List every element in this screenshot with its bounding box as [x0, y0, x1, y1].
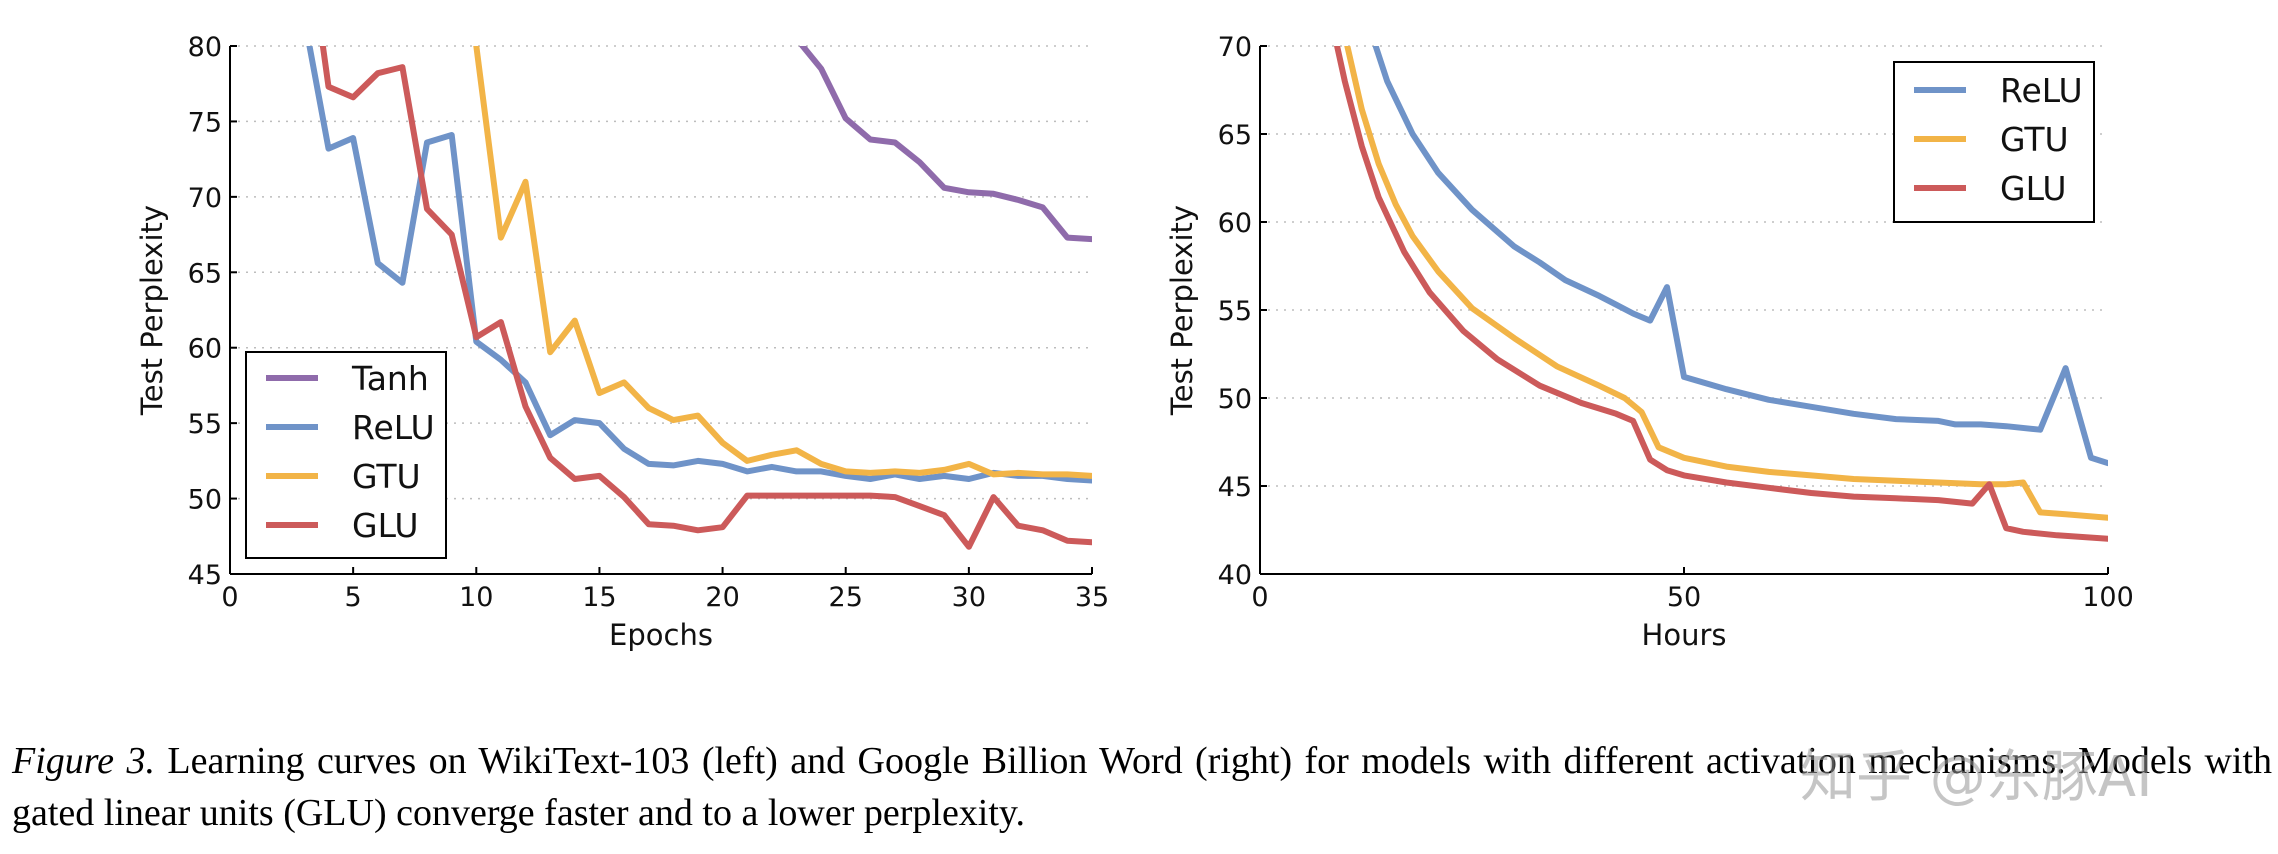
legend-label-gtu: GTU [352, 457, 421, 496]
y-tick-label: 75 [188, 107, 222, 138]
y-tick-label: 60 [1218, 208, 1252, 239]
y-tick-label: 45 [1218, 472, 1252, 503]
y-tick-label: 55 [188, 409, 222, 440]
x-tick-label: 35 [1075, 582, 1109, 613]
x-axis-label: Hours [1642, 618, 1727, 652]
legend: Tanh ReLU GTU GLU [245, 351, 447, 559]
series-line-tanh [798, 46, 1092, 243]
y-tick-label: 55 [1218, 296, 1252, 327]
left-chart: 45 50 55 60 65 70 75 80 0 5 10 15 20 25 30 35 Epochs Test… [135, 32, 1109, 652]
x-tick-label: 30 [952, 582, 986, 613]
figure-caption: Figure 3. Learning curves on WikiText-10… [12, 735, 2272, 839]
legend-label-relu: ReLU [352, 408, 435, 447]
x-tick-label: 50 [1667, 582, 1701, 613]
y-tick-label: 65 [188, 258, 222, 289]
x-tick-label: 0 [1251, 582, 1268, 613]
y-tick-label: 70 [188, 183, 222, 214]
right-chart: 40 45 50 55 60 65 70 0 50 100 Hours Test Perplexity… [1165, 32, 2134, 652]
legend-label-gtu: GTU [2000, 120, 2069, 159]
x-tick-label: 100 [2082, 582, 2134, 613]
series-group [306, 46, 1092, 550]
x-tick-label: 10 [459, 582, 493, 613]
series-line-glu [1333, 46, 2108, 542]
legend-label-tanh: Tanh [351, 359, 429, 398]
y-tick-label: 50 [1218, 384, 1252, 415]
series-line-relu [1372, 46, 2108, 467]
legend: ReLU GTU GLU [1893, 61, 2095, 223]
y-tick-label: 65 [1218, 120, 1252, 151]
series-line-gtu [473, 46, 1092, 479]
caption-text: Learning curves on WikiText-103 (left) a… [12, 740, 2273, 834]
x-tick-label: 25 [829, 582, 863, 613]
series-line-relu [306, 46, 1092, 484]
legend-label-glu: GLU [352, 506, 418, 545]
y-tick-label: 50 [188, 485, 222, 516]
legend-label-relu: ReLU [2000, 71, 2083, 110]
x-axis-label: Epochs [609, 618, 713, 652]
y-tick-label: 45 [188, 560, 222, 591]
caption-label: Figure 3. [12, 740, 155, 782]
legend-label-glu: GLU [2000, 169, 2066, 208]
x-tick-label: 5 [345, 582, 362, 613]
series-line-glu [319, 46, 1092, 550]
watermark: 知乎 @东豚AI [1800, 745, 2153, 810]
y-tick-label: 40 [1218, 560, 1252, 591]
x-tick-label: 20 [705, 582, 739, 613]
y-axis-label: Test Perplexity [135, 205, 169, 416]
series-line-gtu [1344, 46, 2108, 521]
y-axis-label: Test Perplexity [1165, 205, 1199, 416]
series-group [1333, 46, 2108, 542]
x-tick-label: 15 [582, 582, 616, 613]
x-tick-label: 0 [221, 582, 238, 613]
y-tick-label: 80 [188, 32, 222, 63]
y-tick-label: 70 [1218, 32, 1252, 63]
y-tick-label: 60 [188, 334, 222, 365]
